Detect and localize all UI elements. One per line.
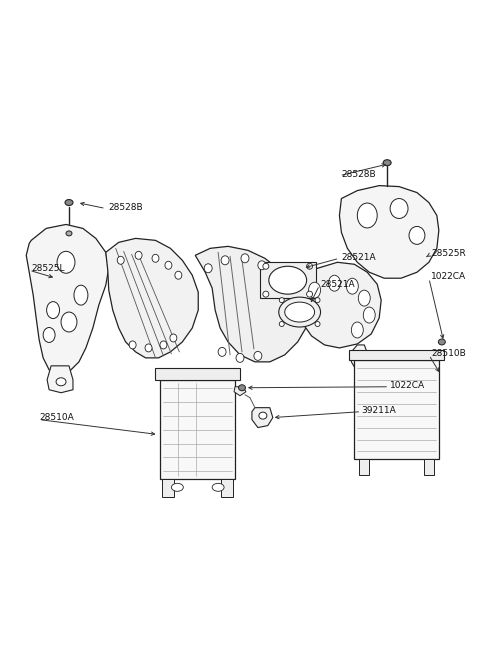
- Ellipse shape: [66, 231, 72, 236]
- Polygon shape: [47, 366, 73, 393]
- Ellipse shape: [315, 298, 320, 302]
- Polygon shape: [360, 459, 369, 476]
- Ellipse shape: [347, 278, 358, 294]
- Text: 28525R: 28525R: [431, 249, 466, 258]
- Ellipse shape: [328, 276, 340, 291]
- Ellipse shape: [43, 327, 55, 342]
- Text: 28521A: 28521A: [321, 279, 355, 289]
- Text: 1022CA: 1022CA: [431, 272, 466, 281]
- Text: 1022CA: 1022CA: [390, 381, 425, 390]
- Ellipse shape: [241, 254, 249, 263]
- Polygon shape: [106, 238, 198, 358]
- Polygon shape: [260, 262, 315, 298]
- Ellipse shape: [74, 285, 88, 305]
- Ellipse shape: [390, 199, 408, 218]
- Polygon shape: [349, 350, 444, 360]
- Polygon shape: [160, 380, 235, 480]
- Ellipse shape: [279, 321, 284, 327]
- Polygon shape: [354, 360, 439, 459]
- Ellipse shape: [307, 263, 312, 269]
- Ellipse shape: [165, 261, 172, 269]
- Ellipse shape: [279, 297, 321, 327]
- Ellipse shape: [409, 226, 425, 244]
- Ellipse shape: [269, 266, 307, 294]
- Text: 28521A: 28521A: [341, 253, 376, 262]
- Ellipse shape: [438, 339, 445, 345]
- Ellipse shape: [170, 334, 177, 342]
- Ellipse shape: [57, 251, 75, 274]
- Polygon shape: [162, 480, 174, 497]
- Ellipse shape: [218, 348, 226, 356]
- Ellipse shape: [212, 483, 224, 491]
- Ellipse shape: [270, 274, 278, 283]
- Ellipse shape: [263, 263, 269, 269]
- Ellipse shape: [160, 341, 167, 349]
- Ellipse shape: [117, 256, 124, 264]
- Text: 28528B: 28528B: [109, 203, 144, 212]
- Ellipse shape: [175, 271, 182, 279]
- Text: 28528B: 28528B: [341, 170, 376, 179]
- Ellipse shape: [258, 261, 266, 270]
- Ellipse shape: [357, 203, 377, 228]
- Ellipse shape: [383, 159, 391, 166]
- Polygon shape: [339, 186, 439, 278]
- Ellipse shape: [307, 291, 312, 297]
- Ellipse shape: [279, 298, 284, 302]
- Ellipse shape: [259, 412, 267, 419]
- Polygon shape: [424, 459, 434, 476]
- Polygon shape: [234, 387, 246, 396]
- Text: 39211A: 39211A: [361, 406, 396, 415]
- Ellipse shape: [263, 291, 269, 297]
- Ellipse shape: [363, 307, 375, 323]
- Polygon shape: [351, 345, 374, 375]
- Ellipse shape: [221, 256, 229, 265]
- Ellipse shape: [236, 354, 244, 362]
- Ellipse shape: [61, 312, 77, 332]
- Text: 28510B: 28510B: [431, 350, 466, 358]
- Polygon shape: [26, 224, 109, 375]
- Ellipse shape: [56, 378, 66, 386]
- Ellipse shape: [351, 322, 363, 338]
- Ellipse shape: [239, 385, 245, 391]
- Ellipse shape: [47, 302, 60, 319]
- Ellipse shape: [315, 321, 320, 327]
- Ellipse shape: [171, 483, 183, 491]
- Polygon shape: [252, 407, 273, 428]
- Ellipse shape: [285, 302, 314, 322]
- Ellipse shape: [65, 199, 73, 205]
- Polygon shape: [221, 480, 233, 497]
- Ellipse shape: [309, 282, 321, 298]
- Text: 28510A: 28510A: [39, 413, 74, 422]
- Polygon shape: [195, 247, 364, 362]
- Polygon shape: [298, 262, 381, 348]
- Ellipse shape: [358, 290, 370, 306]
- Polygon shape: [156, 368, 240, 380]
- Ellipse shape: [152, 255, 159, 262]
- Ellipse shape: [129, 341, 136, 349]
- Ellipse shape: [204, 264, 212, 273]
- Ellipse shape: [145, 344, 152, 352]
- Text: 28525L: 28525L: [31, 264, 65, 273]
- Ellipse shape: [135, 251, 142, 259]
- Ellipse shape: [254, 352, 262, 360]
